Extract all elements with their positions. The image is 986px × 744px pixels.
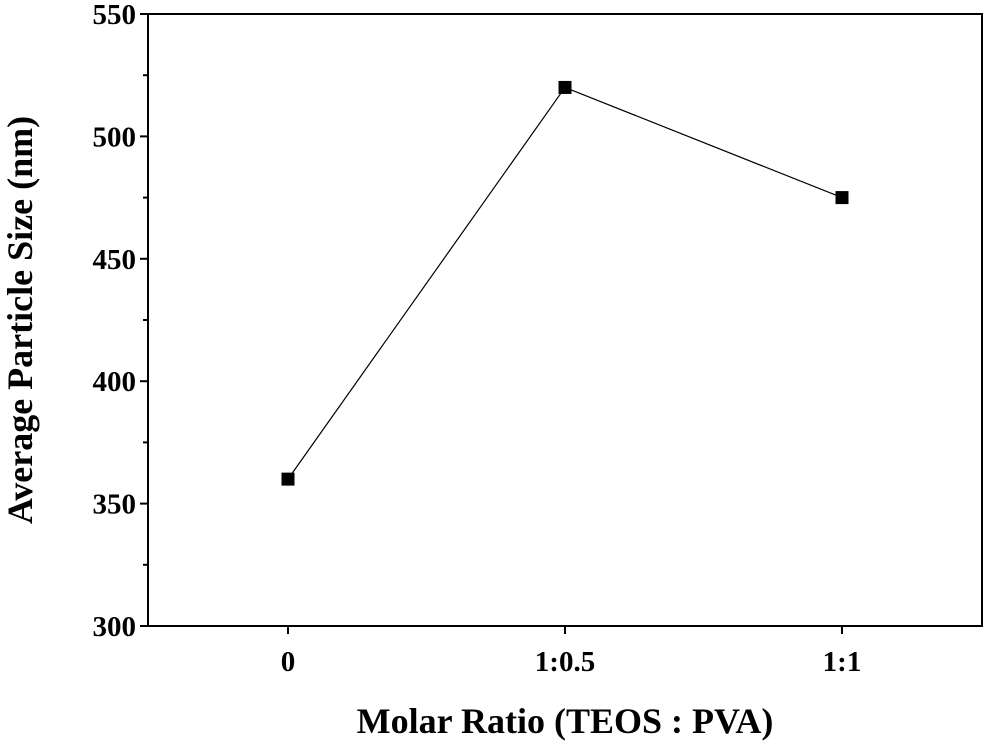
data-point-0 — [281, 472, 295, 486]
y-axis-ticks: 300 350 400 450 500 550 — [93, 0, 148, 643]
x-tick-label: 1:0.5 — [535, 646, 595, 678]
x-axis-title: Molar Ratio (TEOS : PVA) — [357, 701, 774, 741]
y-tick-label: 450 — [93, 244, 137, 276]
data-point-1-1 — [835, 191, 849, 205]
y-tick-label: 350 — [93, 489, 137, 521]
data-point-1-0-5 — [558, 80, 572, 94]
y-tick-label: 400 — [93, 366, 137, 398]
y-axis-title: Average Particle Size (nm) — [0, 116, 40, 524]
x-tick-label: 1:1 — [823, 646, 862, 678]
x-axis-ticks: 0 1:0.5 1:1 — [281, 626, 862, 678]
y-tick-label: 300 — [93, 611, 137, 643]
y-tick-label: 500 — [93, 121, 137, 153]
y-tick-label: 550 — [93, 0, 137, 31]
series-layer — [281, 80, 849, 486]
x-tick-label: 0 — [281, 646, 296, 678]
